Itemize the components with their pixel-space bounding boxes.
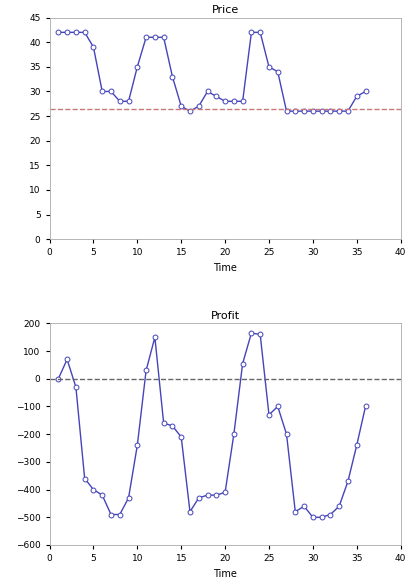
X-axis label: Time: Time: [213, 568, 237, 578]
X-axis label: Time: Time: [213, 263, 237, 272]
Title: Profit: Profit: [211, 311, 240, 321]
Title: Price: Price: [211, 5, 239, 15]
